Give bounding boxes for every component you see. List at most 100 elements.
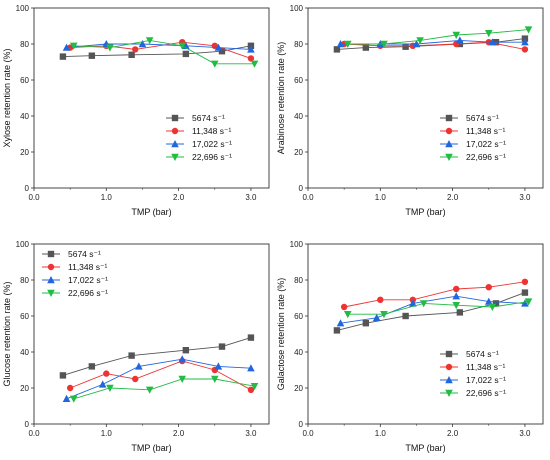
x-tick-label: 0.0	[302, 429, 314, 438]
y-tick-label: 40	[294, 348, 303, 357]
legend-marker	[445, 114, 453, 122]
legend: 5674 s⁻¹ 11,348 s⁻¹ 17,022 s⁻¹ 22,696 s⁻¹	[42, 249, 108, 298]
data-point	[409, 299, 417, 307]
legend-label: 17,022 s⁻¹	[192, 139, 232, 149]
series-3	[336, 292, 529, 327]
data-point	[88, 52, 96, 59]
y-axis-label: Arabinose retention rate (%)	[276, 42, 286, 155]
plot-frame	[33, 243, 270, 425]
y-tick-label: 80	[20, 276, 29, 285]
data-point	[484, 297, 493, 305]
legend-entry: 5674 s⁻¹	[42, 249, 101, 259]
series-line	[336, 292, 526, 331]
x-tick-label: 2.0	[447, 193, 459, 202]
y-tick-label: 40	[20, 112, 29, 121]
legend-entry: 11,348 s⁻¹	[440, 126, 505, 136]
legend-entry: 11,348 s⁻¹	[440, 362, 505, 372]
data-point	[106, 384, 114, 392]
data-point	[138, 40, 147, 48]
y-tick-label: 100	[290, 240, 304, 249]
panel-xylose: 0.0 1.0 2.0 3.0 0 20 40 60 80 100 TMP (bar) Xylose …	[2, 4, 270, 217]
x-tick-label: 0.0	[28, 429, 40, 438]
data-point	[103, 370, 110, 377]
data-point	[218, 343, 226, 350]
data-point	[412, 40, 421, 48]
legend-marker	[47, 263, 55, 271]
series-line	[62, 337, 252, 376]
data-point	[492, 300, 500, 307]
y-axis-label: Glucose retention rate (%)	[2, 281, 12, 386]
y-tick-label: 0	[25, 420, 30, 429]
legend-label: 11,348 s⁻¹	[192, 126, 231, 136]
y-axis-label: Xylose retention rate (%)	[2, 48, 12, 147]
data-point	[218, 48, 226, 55]
y-tick-label: 60	[20, 76, 29, 85]
data-point	[247, 55, 255, 62]
data-point	[402, 312, 409, 320]
y-tick-label: 20	[20, 384, 29, 393]
legend-label: 22,696 s⁻¹	[466, 152, 506, 162]
data-point	[521, 46, 529, 53]
legend-entry: 22,696 s⁻¹	[166, 152, 232, 162]
data-point	[521, 299, 529, 307]
data-point	[69, 42, 78, 50]
series-3	[62, 40, 255, 53]
data-point	[453, 285, 460, 293]
legend-marker	[47, 289, 55, 297]
data-point	[336, 319, 345, 327]
data-point	[62, 394, 71, 402]
legend-entry: 17,022 s⁻¹	[440, 139, 506, 149]
plot-frame	[307, 7, 544, 189]
series-line	[66, 358, 251, 400]
legend-label: 17,022 s⁻¹	[466, 139, 506, 149]
legend-label: 11,348 s⁻¹	[68, 262, 107, 272]
y-tick-label: 80	[294, 40, 303, 49]
legend-entry: 22,696 s⁻¹	[440, 152, 506, 162]
x-tick-label: 1.0	[375, 429, 387, 438]
data-point	[456, 309, 464, 316]
plot-frame	[33, 7, 270, 189]
series-line	[73, 39, 255, 65]
data-point	[380, 40, 388, 48]
data-point	[178, 375, 187, 383]
data-point	[178, 42, 187, 50]
series-4	[69, 375, 259, 403]
legend-entry: 17,022 s⁻¹	[166, 139, 232, 149]
legend-marker	[445, 376, 453, 384]
x-axis-label: TMP (bar)	[405, 443, 445, 453]
y-tick-label: 60	[294, 76, 303, 85]
y-tick-label: 100	[16, 240, 30, 249]
data-point	[132, 375, 139, 383]
data-point	[452, 31, 461, 39]
data-point	[247, 364, 255, 372]
series-line	[344, 281, 525, 308]
x-tick-label: 1.0	[375, 193, 387, 202]
data-point	[333, 327, 341, 334]
legend-label: 11,348 s⁻¹	[466, 362, 505, 372]
x-tick-label: 1.0	[101, 429, 113, 438]
data-point	[88, 363, 96, 370]
legend-label: 22,696 s⁻¹	[68, 288, 108, 298]
data-point	[488, 38, 497, 46]
x-axis-label: TMP (bar)	[131, 443, 171, 453]
legend: 5674 s⁻¹ 11,348 s⁻¹ 17,022 s⁻¹ 22,696 s⁻¹	[166, 113, 232, 162]
data-point	[106, 44, 114, 52]
data-point	[214, 43, 223, 51]
legend-label: 11,348 s⁻¹	[466, 126, 505, 136]
x-tick-label: 3.0	[245, 429, 257, 438]
legend-entry: 17,022 s⁻¹	[42, 275, 108, 285]
x-tick-label: 0.0	[28, 193, 40, 202]
data-point	[250, 60, 259, 68]
legend-marker	[171, 140, 179, 148]
y-tick-label: 40	[20, 348, 29, 357]
y-tick-label: 40	[294, 112, 303, 121]
legend-label: 22,696 s⁻¹	[466, 388, 506, 398]
legend-label: 5674 s⁻¹	[466, 113, 499, 123]
legend-label: 5674 s⁻¹	[68, 249, 101, 259]
data-point	[340, 303, 348, 311]
series-line	[347, 301, 529, 315]
data-point	[343, 40, 352, 48]
legend-entry: 22,696 s⁻¹	[440, 388, 506, 398]
data-point	[343, 311, 352, 319]
